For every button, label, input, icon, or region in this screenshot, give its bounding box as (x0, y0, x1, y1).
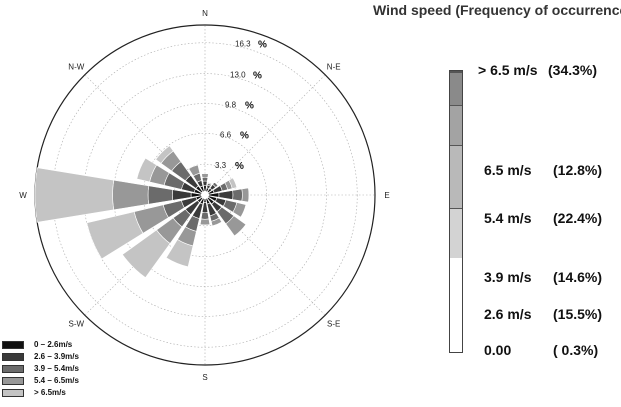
legend-swatch (2, 389, 24, 397)
bar-ENE-bin4 (228, 177, 238, 189)
direction-label-n: N (202, 9, 208, 18)
spoke-1 (204, 74, 326, 196)
legend-swatch (2, 353, 24, 361)
bar-S-bin2 (200, 212, 210, 220)
colorbar-segment (450, 71, 462, 73)
radial-tick-label: 3.3 (215, 161, 227, 170)
bar-ESE-bin3 (232, 202, 247, 218)
bar-NE-bin2 (212, 181, 219, 188)
bar-SSE-bin3 (210, 217, 223, 227)
colorbar-frequency: (15.5%) (553, 306, 603, 322)
rose-center (201, 191, 209, 199)
colorbar-label: 5.4 m/s (484, 210, 532, 226)
colorbar-frequency: (34.3%) (548, 62, 598, 78)
bar-W-bin3 (112, 179, 150, 211)
colorbar-frequency: ( 0.3%) (553, 342, 599, 358)
colorbar-frequency: (14.6%) (553, 269, 603, 285)
legend-swatch (2, 341, 24, 349)
bar-W-bin2 (147, 185, 174, 205)
radial-tick-unit: % (240, 130, 249, 141)
direction-label-s-e: S-E (327, 320, 340, 329)
radial-tick-unit: % (235, 161, 244, 172)
radial-tick-label: 6.6 (220, 130, 232, 139)
legend-label: > 6.5m/s (34, 388, 66, 397)
bar-N-bin3 (201, 173, 209, 178)
bar-WNW-bin4 (136, 157, 157, 183)
direction-label-e: E (384, 191, 389, 200)
colorbar-frequency: (12.8%) (553, 162, 603, 178)
direction-label-n-w: N-W (68, 62, 84, 71)
legend-label: 5.4 – 6.5m/s (34, 376, 79, 385)
legend-swatch (2, 377, 24, 385)
legend-label: 0 – 2.6m/s (34, 340, 73, 349)
direction-label-s: S (202, 373, 207, 382)
colorbar-label: 6.5 m/s (484, 162, 532, 178)
legend-label: 3.9 – 5.4m/s (34, 364, 79, 373)
radial-tick-label: 9.8 (225, 100, 237, 109)
bar-NNE-bin3 (207, 181, 213, 186)
wind-rose-chart: 3.3 % 6.6 % 9.8 % 13.0 % 16.3 % N N-E E S-E S S-W W N-W (19, 9, 389, 382)
bar-SSW-bin4 (165, 239, 194, 268)
colorbar-segment (450, 208, 462, 258)
colorbar (449, 70, 463, 353)
chart-title: Wind speed (Frequency of occurrence) (373, 2, 621, 18)
radial-tick-unit: % (245, 100, 254, 111)
colorbar-segment (450, 72, 462, 105)
bar-E-bin2 (232, 188, 243, 202)
bar-N-bin2 (201, 176, 209, 182)
radial-tick-label: 13.0 (230, 71, 246, 80)
legend-swatch (2, 365, 24, 373)
colorbar-label: 0.00 (484, 342, 512, 358)
radial-ring-4 (52, 42, 358, 348)
colorbar-label: > 6.5 m/s (478, 62, 538, 78)
colorbar-segment (450, 144, 462, 209)
bar-N-bin1 (202, 180, 208, 187)
bar-W-bin4 (34, 167, 115, 223)
rose-bars (34, 145, 250, 279)
direction-label-s-w: S-W (69, 320, 85, 329)
bar-NNW-bin3 (188, 164, 201, 177)
bar-SE-bin3 (225, 215, 247, 237)
colorbar-frequency: (22.4%) (553, 210, 603, 226)
radial-tick-unit: % (258, 40, 267, 51)
legend-label: 2.6 – 3.9m/s (34, 352, 79, 361)
direction-label-n-e: N-E (327, 62, 341, 71)
colorbar-label: 3.9 m/s (484, 269, 532, 285)
colorbar-label: 2.6 m/s (484, 306, 532, 322)
radial-ring-3 (83, 73, 327, 317)
bar-E-bin3 (241, 187, 250, 203)
direction-label-w: W (19, 191, 27, 200)
bar-SW-bin4 (121, 229, 171, 279)
bar-S-bin3 (199, 218, 211, 226)
bar-E-bin1 (218, 190, 234, 200)
rose-labels: 3.3 % 6.6 % 9.8 % 13.0 % 16.3 % N N-E E S-E S S-W W N-W (19, 9, 389, 382)
bar-NW-bin4 (155, 145, 174, 164)
radial-tick-label: 16.3 (235, 40, 251, 49)
bar-WSW-bin4 (86, 211, 144, 260)
colorbar-segment (450, 104, 462, 145)
radial-tick-unit: % (253, 71, 262, 82)
